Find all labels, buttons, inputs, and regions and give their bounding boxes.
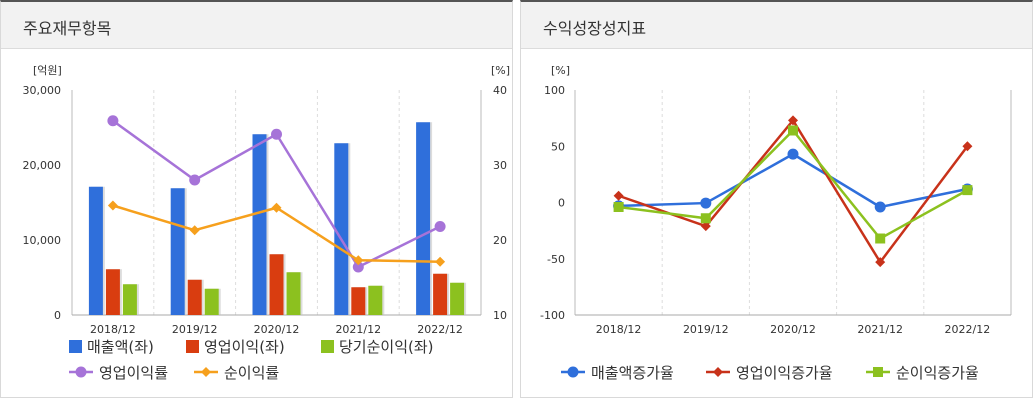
y-tick-label: 0 xyxy=(558,197,565,210)
legend-marker xyxy=(201,367,211,377)
legend-swatch xyxy=(186,340,199,353)
line-point xyxy=(434,221,446,232)
bar xyxy=(252,134,267,315)
line-point xyxy=(189,225,200,236)
financial-items-title: 주요재무항목 xyxy=(23,19,112,38)
bar xyxy=(105,269,120,315)
x-tick-label: 2018/12 xyxy=(90,323,136,336)
line-point xyxy=(271,202,282,213)
y-left-unit: [억원] xyxy=(33,64,62,77)
legend-label: 당기순이익(좌) xyxy=(339,338,434,356)
line-point xyxy=(271,128,282,140)
x-tick-label: 2019/12 xyxy=(683,323,729,336)
bar xyxy=(122,284,137,315)
profit-growth-title: 수익성장성지표 xyxy=(543,19,647,38)
line-point xyxy=(107,115,119,127)
line-point xyxy=(189,174,201,186)
legend-label: 매출액(좌) xyxy=(87,338,154,356)
legend-swatch xyxy=(321,340,334,353)
bar xyxy=(269,254,284,315)
bar xyxy=(368,285,383,315)
y-tick-label: 50 xyxy=(551,140,565,153)
line-point xyxy=(613,190,624,201)
line-point xyxy=(107,200,118,211)
line-point xyxy=(962,185,973,196)
series-line xyxy=(618,152,968,209)
legend-marker xyxy=(567,366,579,378)
y-left-tick-label: 30,000 xyxy=(23,84,62,97)
legend-label: 영업이익증가율 xyxy=(736,364,833,382)
line-point xyxy=(962,141,973,152)
financial-items-chart: [억원] [%] 0 10,000 20,000 30,000 10 20 30 40 2018/1… xyxy=(23,64,511,382)
line-point xyxy=(875,257,886,268)
line-point xyxy=(874,201,886,213)
series-line xyxy=(112,119,441,269)
line-point xyxy=(700,221,711,232)
legend-marker xyxy=(873,367,883,377)
line-point xyxy=(613,202,624,212)
series-line xyxy=(618,118,969,265)
line-point xyxy=(700,197,712,209)
legend-swatch xyxy=(69,340,82,353)
legend-marker xyxy=(75,366,87,378)
profit-growth-chart: [%] -100 -50 0 50 100 2018/12 2019/12 2020/12 202… xyxy=(540,64,1012,382)
legend-label: 영업이익(좌) xyxy=(204,338,285,356)
x-tick-label: 2021/12 xyxy=(857,323,903,336)
line-point xyxy=(352,261,364,273)
legend-label: 영업이익률 xyxy=(99,364,168,382)
bar xyxy=(351,287,366,315)
legend-label: 순이익률 xyxy=(224,364,279,382)
bar xyxy=(416,122,431,315)
x-tick-label: 2022/12 xyxy=(945,323,991,336)
financial-items-header: 주요재무항목 xyxy=(1,2,512,49)
line-point xyxy=(435,256,446,267)
y-right-tick-label: 40 xyxy=(493,84,507,97)
legend-label: 순이익증가율 xyxy=(896,364,979,382)
line-point xyxy=(787,148,799,160)
y-tick-label: 100 xyxy=(544,84,565,97)
y-right-tick-label: 10 xyxy=(493,309,507,322)
line-point xyxy=(788,115,798,126)
x-tick-label: 2020/12 xyxy=(770,323,816,336)
line-point xyxy=(788,125,798,136)
bar xyxy=(204,288,219,315)
legend-marker xyxy=(713,367,723,377)
series-line xyxy=(618,128,969,241)
legend-label: 매출액증가율 xyxy=(591,364,674,382)
y-right-tick-label: 20 xyxy=(493,234,507,247)
bar xyxy=(286,272,301,315)
y-tick-label: -100 xyxy=(540,309,565,322)
y-right-tick-label: 30 xyxy=(493,159,507,172)
financial-items-panel: 주요재무항목 [억원] [%] 0 10,000 20,000 30,000 10 20 30 4… xyxy=(0,0,513,398)
y-unit: [%] xyxy=(551,64,570,77)
bar xyxy=(334,143,349,315)
y-right-unit: [%] xyxy=(491,64,510,77)
bar xyxy=(433,273,448,315)
y-left-tick-label: 20,000 xyxy=(23,159,62,172)
y-tick-label: -50 xyxy=(547,253,565,266)
x-tick-label: 2022/12 xyxy=(417,323,463,336)
x-tick-label: 2019/12 xyxy=(172,323,218,336)
x-tick-label: 2018/12 xyxy=(596,323,642,336)
x-tick-label: 2021/12 xyxy=(335,323,381,336)
line-point xyxy=(875,233,886,244)
line-point xyxy=(700,213,711,224)
line-point xyxy=(353,255,364,266)
bar xyxy=(88,186,103,315)
x-tick-label: 2020/12 xyxy=(254,323,300,336)
series-line xyxy=(112,204,441,263)
profit-growth-header: 수익성장성지표 xyxy=(521,2,1032,49)
bar xyxy=(170,188,185,315)
y-left-tick-label: 0 xyxy=(54,309,61,322)
profit-growth-panel: 수익성장성지표 [%] -100 -50 0 50 100 2018/12 2019/12 20… xyxy=(520,0,1033,398)
bar xyxy=(450,282,465,315)
bar xyxy=(187,279,202,315)
y-left-tick-label: 10,000 xyxy=(23,234,62,247)
